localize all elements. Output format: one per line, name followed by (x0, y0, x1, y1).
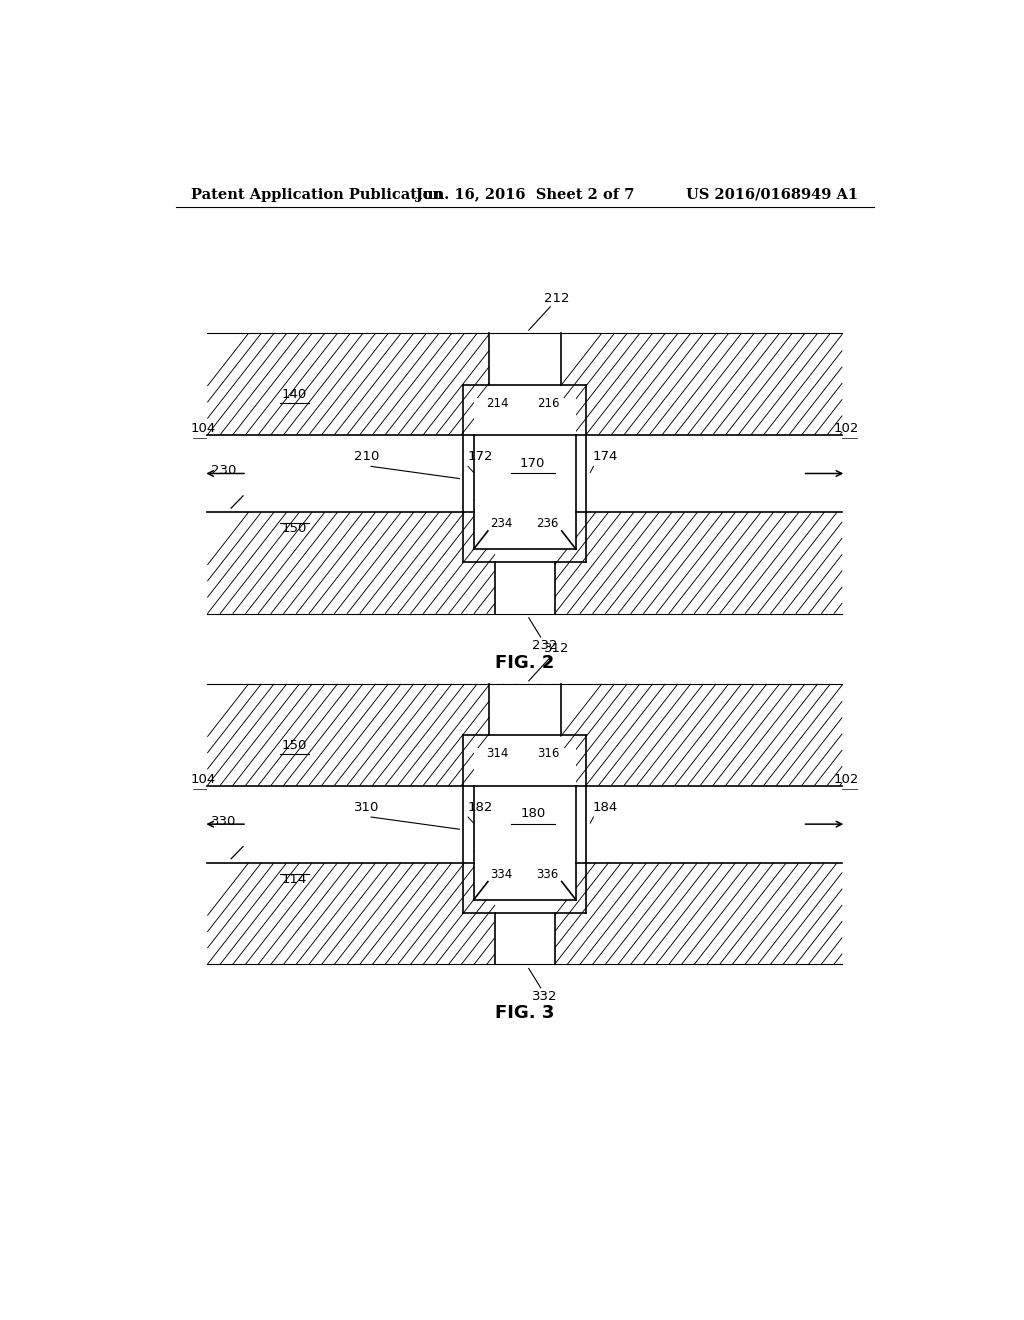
Text: 332: 332 (531, 990, 557, 1003)
Text: 230: 230 (211, 463, 237, 477)
Text: 316: 316 (538, 747, 560, 760)
Text: 104: 104 (190, 422, 216, 434)
Text: 150: 150 (282, 739, 307, 752)
Bar (463, 785, 587, 836)
Bar (489, 333, 560, 384)
Text: 330: 330 (211, 814, 237, 828)
Text: 180: 180 (520, 808, 546, 821)
Text: 334: 334 (489, 869, 512, 880)
Text: 102: 102 (834, 772, 859, 785)
Text: 216: 216 (538, 397, 560, 409)
Text: FIG. 3: FIG. 3 (496, 1005, 554, 1022)
Text: 174: 174 (593, 450, 618, 463)
Bar (474, 748, 575, 785)
Text: Jun. 16, 2016  Sheet 2 of 7: Jun. 16, 2016 Sheet 2 of 7 (416, 187, 634, 202)
Text: 312: 312 (544, 643, 569, 656)
Text: 182: 182 (467, 801, 493, 814)
Bar (207, 785, 463, 863)
Text: 184: 184 (593, 801, 617, 814)
Text: 172: 172 (467, 450, 493, 463)
Bar (463, 434, 587, 486)
Text: 214: 214 (485, 397, 508, 409)
Text: 236: 236 (536, 517, 558, 531)
Text: 232: 232 (531, 639, 557, 652)
Text: 212: 212 (544, 292, 569, 305)
Bar (489, 684, 560, 735)
Text: Patent Application Publication: Patent Application Publication (191, 187, 443, 202)
Text: US 2016/0168949 A1: US 2016/0168949 A1 (686, 187, 858, 202)
Text: 114: 114 (282, 873, 307, 886)
Text: 170: 170 (520, 457, 546, 470)
Bar (495, 913, 555, 965)
Bar (207, 434, 463, 512)
Bar (587, 785, 843, 863)
Text: 104: 104 (190, 772, 216, 785)
Text: 140: 140 (282, 388, 307, 401)
Text: 150: 150 (282, 523, 307, 536)
Bar (587, 434, 843, 512)
Text: 336: 336 (536, 869, 558, 880)
Text: FIG. 2: FIG. 2 (496, 653, 554, 672)
Text: 234: 234 (489, 517, 512, 531)
Text: 210: 210 (354, 450, 380, 463)
Bar (474, 785, 575, 900)
Text: 102: 102 (834, 422, 859, 434)
Bar (495, 562, 555, 614)
Text: 310: 310 (354, 801, 380, 814)
Bar (474, 397, 575, 434)
Bar (474, 434, 575, 549)
Text: 314: 314 (485, 747, 508, 760)
